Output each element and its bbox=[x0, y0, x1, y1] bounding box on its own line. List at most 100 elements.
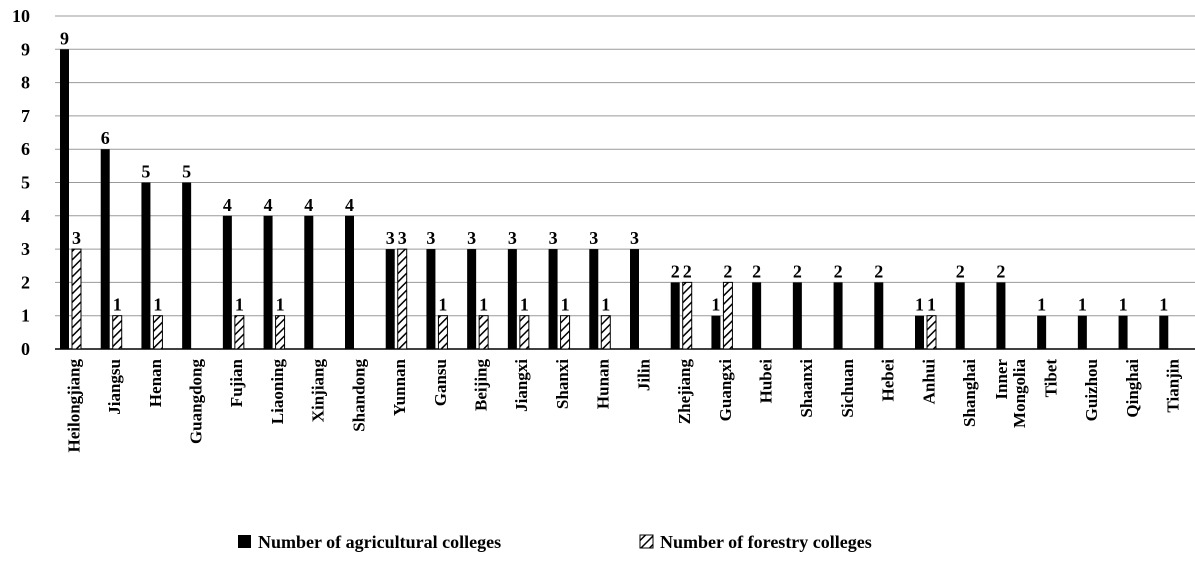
x-tick-label: Tianjin bbox=[1164, 358, 1183, 412]
bars bbox=[60, 49, 1169, 350]
data-label-forestry: 3 bbox=[72, 228, 81, 248]
bar-agricultural bbox=[304, 215, 314, 349]
data-label-agricultural: 4 bbox=[304, 195, 313, 215]
data-label-forestry: 3 bbox=[398, 228, 407, 248]
data-label-agricultural: 4 bbox=[345, 195, 354, 215]
y-tick-label: 3 bbox=[21, 239, 30, 259]
data-label-agricultural: 4 bbox=[223, 195, 232, 215]
data-label-agricultural: 1 bbox=[1119, 295, 1128, 315]
bar-agricultural bbox=[711, 315, 721, 349]
data-label-forestry: 2 bbox=[723, 261, 732, 281]
bar-agricultural bbox=[752, 282, 762, 349]
bar-forestry bbox=[682, 281, 693, 350]
x-tick-label: Jiangxi bbox=[512, 359, 531, 412]
bar-agricultural bbox=[182, 182, 192, 349]
bar-agricultural bbox=[589, 249, 599, 349]
x-tick-label: Henan bbox=[146, 358, 165, 407]
bar-forestry bbox=[600, 315, 611, 350]
bar-agricultural bbox=[60, 49, 69, 350]
x-tick-label: Qinghai bbox=[1123, 359, 1142, 418]
bar-forestry bbox=[152, 315, 163, 350]
x-tick-label: Jilin bbox=[634, 358, 653, 391]
x-tick-label: Hebei bbox=[879, 359, 898, 402]
bar-forestry bbox=[722, 281, 733, 350]
bar-agricultural bbox=[222, 215, 232, 349]
data-label-agricultural: 2 bbox=[996, 261, 1005, 281]
bar-forestry bbox=[560, 315, 571, 350]
bar-agricultural bbox=[1037, 315, 1047, 349]
x-tick-label: Guangdong bbox=[187, 359, 206, 445]
data-label-agricultural: 2 bbox=[834, 261, 843, 281]
bar-agricultural bbox=[507, 249, 517, 349]
x-tick-label: Liaoning bbox=[268, 359, 287, 425]
bar-forestry bbox=[234, 315, 245, 350]
data-label-agricultural: 2 bbox=[874, 261, 883, 281]
bar-agricultural bbox=[630, 249, 639, 349]
data-label-agricultural: 2 bbox=[752, 261, 761, 281]
bar-agricultural bbox=[874, 282, 884, 349]
x-tick-label: Shandong bbox=[349, 359, 368, 432]
data-label-agricultural: 1 bbox=[1037, 295, 1046, 315]
bar-agricultural bbox=[141, 182, 151, 349]
bar-agricultural bbox=[100, 149, 110, 349]
data-label-forestry: 1 bbox=[276, 295, 285, 315]
bar-agricultural bbox=[548, 249, 558, 349]
bar-agricultural bbox=[345, 215, 354, 349]
x-tick-label: Shanghai bbox=[960, 359, 979, 427]
y-tick-label: 8 bbox=[21, 73, 30, 93]
data-label-forestry: 1 bbox=[520, 295, 529, 315]
bar-agricultural bbox=[792, 282, 802, 349]
data-label-agricultural: 3 bbox=[589, 228, 598, 248]
data-label-agricultural: 1 bbox=[915, 295, 924, 315]
data-label-agricultural: 2 bbox=[671, 261, 680, 281]
x-tick-label: Gansu bbox=[431, 359, 450, 406]
bar-agricultural bbox=[833, 282, 843, 349]
y-tick-label: 2 bbox=[21, 272, 30, 292]
data-label-agricultural: 9 bbox=[60, 28, 69, 48]
bar-agricultural bbox=[996, 282, 1006, 349]
bar-agricultural bbox=[670, 282, 680, 349]
x-tick-label: Shaanxi bbox=[797, 359, 816, 418]
data-label-agricultural: 2 bbox=[793, 261, 802, 281]
x-tick-label: Shanxi bbox=[553, 359, 572, 409]
y-tick-label: 5 bbox=[21, 173, 30, 193]
y-tick-label: 1 bbox=[21, 306, 30, 326]
x-tick-label: Anhui bbox=[919, 359, 938, 405]
x-tick-label: Heilongjiang bbox=[64, 359, 83, 453]
x-tick-label: Beijing bbox=[472, 359, 491, 411]
bar-agricultural bbox=[955, 282, 965, 349]
data-label-forestry: 1 bbox=[438, 295, 447, 315]
bar-agricultural bbox=[1077, 315, 1087, 349]
y-tick-label: 10 bbox=[12, 6, 30, 26]
data-label-agricultural: 5 bbox=[141, 162, 150, 182]
data-label-agricultural: 3 bbox=[508, 228, 517, 248]
bar-agricultural bbox=[426, 249, 436, 349]
x-tick-label: Zhejiang bbox=[675, 359, 694, 425]
bar-agricultural bbox=[467, 249, 477, 349]
legend-label-agricultural: Number of agricultural colleges bbox=[258, 532, 501, 552]
data-label-forestry: 1 bbox=[561, 295, 570, 315]
bar-forestry bbox=[397, 248, 408, 350]
data-label-agricultural: 3 bbox=[426, 228, 435, 248]
data-label-forestry: 1 bbox=[927, 295, 936, 315]
legend-swatch-agricultural bbox=[238, 535, 251, 548]
bar-forestry bbox=[275, 315, 286, 350]
data-label-agricultural: 5 bbox=[182, 162, 191, 182]
bar-forestry bbox=[71, 248, 82, 350]
data-label-agricultural: 3 bbox=[386, 228, 395, 248]
data-label-forestry: 2 bbox=[683, 261, 692, 281]
data-label-agricultural: 1 bbox=[1159, 295, 1168, 315]
legend: Number of agricultural colleges Number of… bbox=[238, 532, 872, 552]
x-tick-label: Mongolia bbox=[1010, 359, 1029, 428]
data-label-forestry: 1 bbox=[113, 295, 122, 315]
gridlines bbox=[55, 15, 1195, 350]
data-label-agricultural: 1 bbox=[1078, 295, 1087, 315]
data-label-agricultural: 3 bbox=[630, 228, 639, 248]
data-label-forestry: 1 bbox=[153, 295, 162, 315]
bar-agricultural bbox=[263, 215, 273, 349]
bar-agricultural bbox=[1159, 315, 1169, 349]
data-label-agricultural: 3 bbox=[549, 228, 558, 248]
x-tick-label: Jiangsu bbox=[105, 359, 124, 415]
